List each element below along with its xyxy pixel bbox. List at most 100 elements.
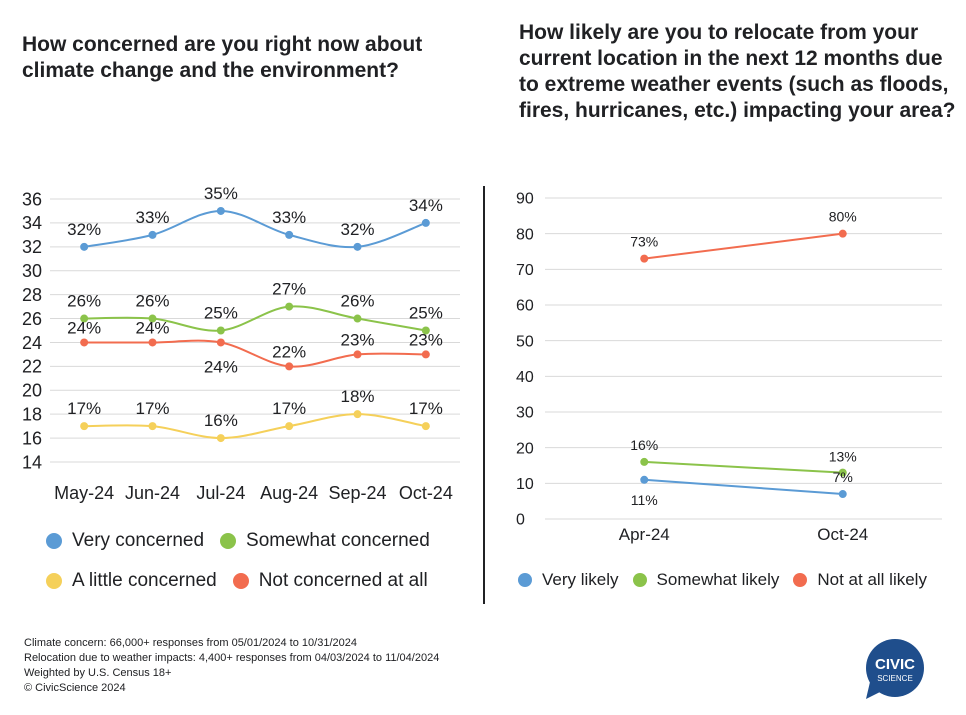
y-tick-label-30: 30 [516,405,534,422]
data-label-not-at-all-likely-apr-24: 73% [630,234,658,250]
data-label-a-little-concerned-jun-24: 17% [135,399,169,418]
data-point-a-little-concerned-jun-24 [148,422,157,431]
data-point-not-concerned-at-all-jun-24 [148,338,157,347]
legend-swatch-somewhat-concerned [220,533,237,549]
data-label-somewhat-concerned-aug-24: 27% [272,280,306,299]
left-line-chart: 14 16 18 20 22 24 26 28 30 32 34 36 May-24 Jun-24 Jul-… [22,184,460,503]
x-tick-label-jul-24: Jul-24 [196,483,245,503]
data-label-very-concerned-may-24: 32% [67,220,101,239]
data-label-very-likely-oct-24: 7% [833,469,853,485]
data-label-a-little-concerned-aug-24: 17% [272,399,306,418]
footer-line-climate-concern: Climate concern: 66,000+ responses from … [24,637,357,649]
data-point-not-concerned-at-all-oct-24 [421,350,430,359]
left-legend-row-1: Very concerned Somewhat concerned [46,530,446,552]
y-tick-label-0: 0 [516,512,525,529]
data-point-somewhat-likely-oct-24 [838,468,847,477]
y-tick-label-60: 60 [516,298,534,315]
data-label-somewhat-concerned-may-24: 26% [67,292,101,311]
data-label-a-little-concerned-jul-24: 16% [204,411,238,430]
legend-swatch-not-concerned-at-all [232,573,249,589]
data-point-somewhat-concerned-sep-24 [353,314,362,323]
data-label-a-little-concerned-sep-24: 18% [340,387,374,406]
series-line-very-likely [644,478,843,496]
x-tick-label-aug-24: Aug-24 [260,483,318,503]
y-tick-label-80: 80 [516,226,534,243]
legend-label-not-concerned-at-all: Not concerned at all [258,570,428,591]
y-tick-label-32: 32 [22,237,42,257]
data-point-not-at-all-likely-oct-24 [838,229,847,238]
x-tick-label-may-24: May-24 [54,483,114,503]
y-tick-label-28: 28 [22,285,42,305]
data-point-a-little-concerned-aug-24 [285,422,294,431]
y-tick-label-30: 30 [22,261,42,281]
legend-label-somewhat-concerned: Somewhat concerned [246,530,430,551]
data-point-somewhat-concerned-may-24 [80,314,89,323]
data-label-very-concerned-oct-24: 34% [409,196,443,215]
legend-swatch-a-little-concerned [46,573,62,589]
y-tick-label-14: 14 [22,452,42,472]
logo-text-science: SCIENCE [877,674,913,683]
data-label-somewhat-likely-oct-24: 13% [829,449,857,465]
x-tick-label-jun-24: Jun-24 [125,483,180,503]
data-label-not-concerned-at-all-oct-24: 23% [409,330,443,349]
logo-text-civic: CIVIC [875,656,915,673]
civicscience-logo: CIVIC SCIENCE [866,639,924,699]
x-tick-label-apr-24: Apr-24 [619,525,670,544]
data-label-not-concerned-at-all-jul-24: 24% [204,357,238,376]
legend-swatch-somewhat-likely [632,573,647,587]
y-tick-label-34: 34 [22,213,42,233]
data-point-very-concerned-jul-24 [216,206,225,215]
right-legend: Very likely Somewhat likely Not at all l… [518,570,941,590]
y-tick-label-16: 16 [22,428,42,448]
data-point-a-little-concerned-sep-24 [353,410,362,419]
data-point-somewhat-concerned-jun-24 [148,314,157,323]
y-tick-label-20: 20 [516,440,534,457]
data-point-very-concerned-oct-24 [421,218,430,227]
legend-swatch-very-concerned [46,533,62,549]
right-chart-title: How likely are you to relocate from your… [519,21,956,122]
data-point-not-concerned-at-all-aug-24 [285,362,294,371]
y-tick-label-18: 18 [22,404,42,424]
logo-tail [866,682,882,699]
data-label-very-concerned-jul-24: 35% [204,184,238,203]
chart-divider [483,186,485,604]
legend-label-a-little-concerned: A little concerned [72,570,217,591]
data-point-very-concerned-jun-24 [148,230,157,239]
data-point-very-likely-apr-24 [640,475,649,484]
data-point-not-concerned-at-all-sep-24 [353,350,362,359]
legend-label-not-at-all-likely: Not at all likely [817,570,927,589]
y-tick-label-10: 10 [516,476,534,493]
data-point-a-little-concerned-oct-24 [421,422,430,431]
data-point-somewhat-concerned-jul-24 [216,326,225,335]
series-line-somewhat-likely [644,460,843,474]
left-legend-row-2: A little concerned Not concerned at all [46,570,444,592]
data-point-somewhat-concerned-oct-24 [421,326,430,335]
legend-label-somewhat-likely: Somewhat likely [656,570,780,589]
x-tick-label-sep-24: Sep-24 [328,483,386,503]
data-label-very-concerned-jun-24: 33% [135,208,169,227]
x-tick-label-oct-24: Oct-24 [399,483,453,503]
y-tick-label-22: 22 [22,357,42,377]
data-label-somewhat-concerned-jul-24: 25% [204,304,238,323]
data-label-somewhat-concerned-jun-24: 26% [135,292,169,311]
data-label-not-at-all-likely-oct-24: 80% [829,209,857,225]
data-label-not-concerned-at-all-jun-24: 24% [135,318,169,337]
footer-line-weighting: Weighted by U.S. Census 18+ [24,667,172,679]
data-point-very-likely-oct-24 [838,490,847,499]
data-point-not-concerned-at-all-jul-24 [216,338,225,347]
data-label-somewhat-likely-apr-24: 16% [630,437,658,453]
data-label-somewhat-concerned-sep-24: 26% [340,292,374,311]
left-chart-title: How concerned are you right now about cl… [22,33,423,82]
logo-badge [866,639,924,697]
data-label-very-concerned-sep-24: 32% [340,220,374,239]
data-label-a-little-concerned-oct-24: 17% [409,399,443,418]
series-line-not-at-all-likely [644,232,843,260]
data-point-very-concerned-aug-24 [285,230,294,239]
data-point-not-concerned-at-all-may-24 [80,338,89,347]
right-line-chart: 0 10 20 30 40 50 60 70 80 90 Apr-24 Oct-24 11% 7% 16% 1… [516,191,942,544]
data-point-very-concerned-sep-24 [353,242,362,251]
data-label-a-little-concerned-may-24: 17% [67,399,101,418]
series-line-a-little-concerned [84,413,427,440]
data-label-not-concerned-at-all-may-24: 24% [67,318,101,337]
data-label-not-concerned-at-all-sep-24: 23% [340,330,374,349]
